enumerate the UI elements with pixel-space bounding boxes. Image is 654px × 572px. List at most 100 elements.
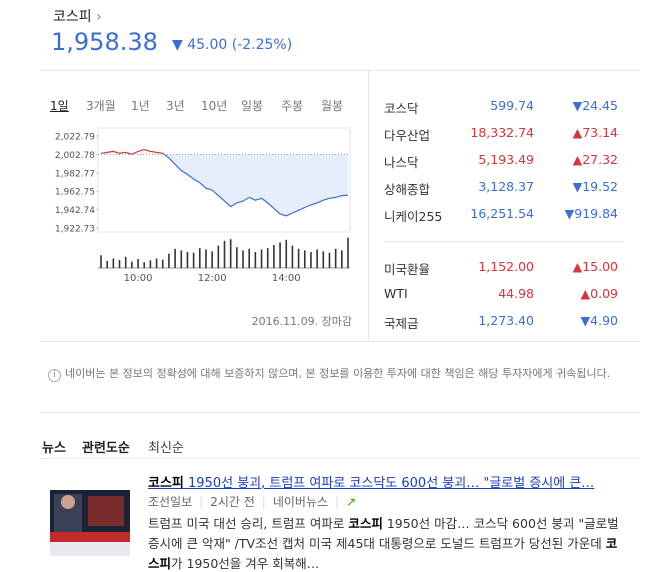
volume-bar: [291, 245, 294, 268]
volume-bar: [229, 239, 232, 268]
disclaimer: 네이버는 본 정보의 정확성에 대해 보증하지 않으며, 본 정보를 이용한 투…: [65, 367, 611, 380]
period-tab[interactable]: 주봉: [281, 99, 304, 113]
market-change: ▲0.09: [580, 286, 618, 301]
news-body-line: 트럼프 미국 대선 승리, 트럼프 여파로 코스피 1950선 마감… 코스닥 …: [148, 513, 619, 532]
price-line: [130, 154, 349, 217]
volume-bar: [242, 250, 244, 268]
news-body-line: 스피가 1950선을 겨우 회복해…: [148, 553, 319, 572]
volume-bar: [328, 252, 331, 268]
market-name: 상해종합: [384, 182, 431, 197]
market-value: 1,273.40: [478, 313, 534, 328]
market-row[interactable]: 나스닥 5,193.49 ▲27.32: [384, 152, 620, 172]
loss-area: [164, 154, 348, 216]
price: 1,958.38: [51, 28, 158, 56]
text-segment: 가 1950선을 겨우 회복해…: [171, 556, 320, 571]
volume-bar: [347, 237, 349, 268]
market-row[interactable]: 국제금 1,273.40 ▼4.90: [384, 313, 620, 333]
volume-bar: [279, 242, 281, 268]
volume-bar: [316, 249, 318, 268]
volume-bar: [137, 259, 139, 268]
sort-tab[interactable]: 관련도순: [82, 441, 130, 456]
volume-bar: [334, 248, 337, 268]
x-tick-label: 14:00: [272, 273, 301, 284]
volume-bar: [199, 248, 201, 268]
y-tick-label: 1,982.77: [55, 169, 95, 179]
chart-footnote: 2016.11.09. 장마감: [252, 315, 352, 328]
period-tab[interactable]: 일봉: [241, 99, 264, 113]
volume-bar: [273, 244, 275, 268]
market-value: 44.98: [498, 286, 534, 301]
volume-bar: [211, 251, 213, 268]
plot-frame: [97, 127, 351, 233]
y-tick-label: 1,922.73: [55, 225, 95, 235]
period-tab[interactable]: 1일: [50, 99, 69, 113]
y-tick-label: 1,942.74: [55, 206, 95, 216]
volume-bar: [341, 250, 343, 268]
index-title[interactable]: 코스피 ›: [53, 6, 102, 26]
market-value: 5,193.49: [478, 152, 534, 167]
volume-bar: [149, 260, 152, 268]
volume-bar: [248, 248, 250, 268]
volume-bar: [205, 249, 207, 268]
market-row[interactable]: 미국환율 1,152.00 ▲15.00: [384, 259, 620, 279]
news-portal[interactable]: 네이버뉴스: [272, 495, 329, 509]
title-arrow[interactable]: ›: [96, 9, 102, 25]
news-time: 2시간 전: [210, 495, 255, 509]
volume-bar: [322, 251, 325, 268]
market-change: ▲73.14: [572, 125, 618, 140]
volume-bar: [100, 255, 102, 268]
y-tick-label: 1,962.75: [55, 188, 95, 198]
x-tick-label: 10:00: [124, 273, 153, 284]
volume-bar: [118, 260, 121, 268]
market-name: 나스닥: [384, 155, 419, 170]
volume-bar: [180, 250, 183, 268]
volume-bar: [236, 247, 238, 268]
title[interactable]: 코스피: [53, 9, 92, 25]
period-tab[interactable]: 월봉: [321, 99, 344, 113]
period-tab[interactable]: 10년: [201, 99, 228, 113]
separator: [40, 458, 640, 459]
thumb-screen: [88, 496, 124, 526]
news-title[interactable]: 코스피 1950선 붕괴, 트럼프 여파로 코스닥도 600선 붕괴… "글로벌…: [148, 472, 594, 491]
market-name: 국제금: [384, 316, 419, 331]
market-name: 니케이255: [384, 209, 443, 224]
news-body-line: 증시에 큰 악재" /TV조선 캡처 미국 제45대 대통령으로 도널드 트럼프…: [148, 533, 617, 552]
period-tab[interactable]: 3년: [166, 99, 185, 113]
text-segment: 증시에 큰 악재" /TV조선 캡처 미국 제45대 대통령으로 도널드 트럼프…: [148, 536, 606, 551]
news-thumbnail[interactable]: [50, 472, 130, 556]
market-change: ▼19.52: [572, 179, 618, 194]
chart: 2,022.79 2,002.78 1,982.77 1,962.75 1,942.74…: [55, 127, 352, 328]
market-row[interactable]: 니케이255 16,251.54 ▼919.84: [384, 206, 620, 226]
volume-bar: [106, 260, 108, 268]
sort-tab[interactable]: 최신순: [148, 441, 184, 456]
volume-bar: [223, 240, 226, 268]
market-name: WTI: [384, 286, 408, 301]
market-change: ▼24.45: [572, 98, 618, 113]
market-value: 18,332.74: [470, 125, 534, 140]
volume-bar: [174, 248, 176, 268]
period-tab[interactable]: 1년: [131, 99, 150, 113]
market-row[interactable]: 코스닥 599.74 ▼24.45: [384, 98, 620, 118]
period-tab[interactable]: 3개월: [86, 99, 116, 113]
info-icon: i: [48, 369, 61, 382]
volume-bar: [192, 252, 195, 268]
market-row[interactable]: WTI 44.98 ▲0.09: [384, 286, 620, 306]
x-tick-label: 12:00: [198, 273, 227, 284]
price-change: ▼ 45.00 (-2.25%): [172, 37, 293, 53]
market-row[interactable]: 상해종합 3,128.37 ▼19.52: [384, 179, 620, 199]
thumb-face: [61, 495, 75, 509]
volume-bar: [285, 239, 288, 268]
text-segment: 1950선 붕괴, 트럼프 여파로 코스닥도 600선 붕괴… "글로벌 증시에…: [183, 476, 595, 491]
market-change: ▲27.32: [572, 152, 618, 167]
news-tab[interactable]: 뉴스: [42, 441, 66, 456]
y-tick-label: 2,002.78: [55, 151, 95, 161]
market-change: ▲15.00: [572, 259, 618, 274]
market-value: 16,251.54: [470, 206, 534, 221]
market-row[interactable]: 다우산업 18,332.74 ▲73.14: [384, 125, 620, 145]
market-change: ▼4.90: [580, 313, 618, 328]
separator: [40, 412, 640, 413]
market-value: 1,152.00: [478, 259, 534, 274]
share-icon[interactable]: ↗: [346, 495, 357, 509]
volume-bar: [266, 248, 269, 268]
volume-bar: [297, 248, 300, 268]
